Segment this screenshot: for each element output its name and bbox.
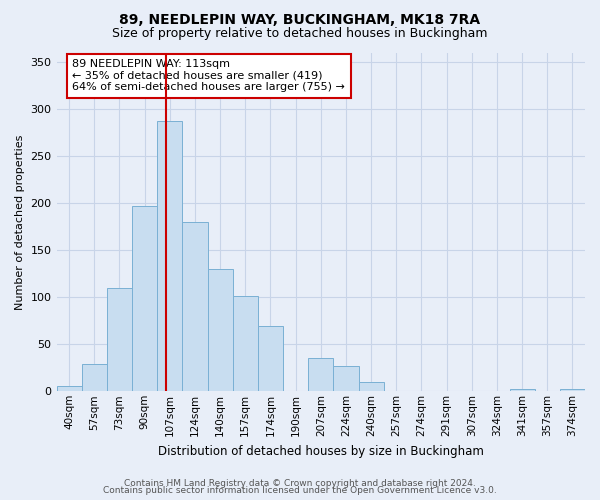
Bar: [157, 121, 182, 392]
Text: Contains public sector information licensed under the Open Government Licence v3: Contains public sector information licen…: [103, 486, 497, 495]
Bar: [233, 296, 258, 392]
Bar: [334, 366, 359, 392]
Bar: [56, 386, 82, 392]
Bar: [509, 390, 535, 392]
Y-axis label: Number of detached properties: Number of detached properties: [15, 134, 25, 310]
Bar: [258, 326, 283, 392]
Bar: [308, 358, 334, 392]
X-axis label: Distribution of detached houses by size in Buckingham: Distribution of detached houses by size …: [158, 444, 484, 458]
Bar: [560, 390, 585, 392]
Text: 89, NEEDLEPIN WAY, BUCKINGHAM, MK18 7RA: 89, NEEDLEPIN WAY, BUCKINGHAM, MK18 7RA: [119, 12, 481, 26]
Bar: [182, 222, 208, 392]
Text: Contains HM Land Registry data © Crown copyright and database right 2024.: Contains HM Land Registry data © Crown c…: [124, 478, 476, 488]
Bar: [359, 382, 383, 392]
Bar: [107, 288, 132, 392]
Bar: [82, 364, 107, 392]
Text: Size of property relative to detached houses in Buckingham: Size of property relative to detached ho…: [112, 28, 488, 40]
Text: 89 NEEDLEPIN WAY: 113sqm
← 35% of detached houses are smaller (419)
64% of semi-: 89 NEEDLEPIN WAY: 113sqm ← 35% of detach…: [73, 60, 345, 92]
Bar: [132, 206, 157, 392]
Bar: [208, 269, 233, 392]
